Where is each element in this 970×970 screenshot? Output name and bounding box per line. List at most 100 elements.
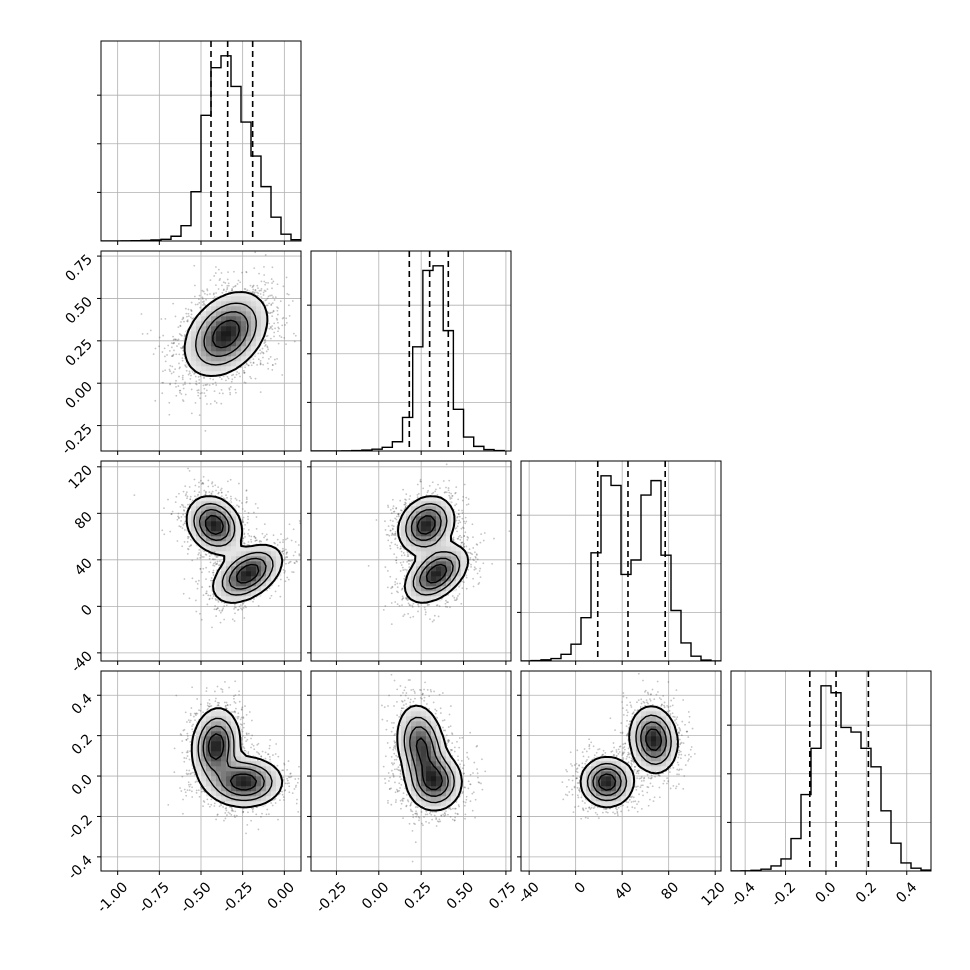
contour-line [183, 290, 269, 377]
density-cell [216, 551, 222, 557]
sample-point [211, 481, 214, 484]
sample-point [197, 376, 200, 378]
sample-point [461, 580, 464, 583]
density-cell [221, 596, 227, 602]
sample-point [263, 536, 265, 539]
sample-point [206, 288, 209, 291]
sample-point [184, 494, 187, 497]
sample-point [250, 535, 253, 538]
sample-point [276, 321, 279, 324]
sample-point [396, 521, 399, 524]
sample-point [190, 310, 193, 312]
sample-point [282, 541, 284, 544]
sample-point [264, 299, 267, 302]
sample-point [133, 494, 136, 497]
sample-point [253, 535, 256, 538]
sample-point [232, 373, 235, 376]
sample-point [215, 556, 218, 558]
sample-point [264, 254, 267, 256]
density-cell [206, 306, 212, 312]
sample-point [186, 495, 189, 498]
sample-point [419, 480, 422, 483]
density-cell [271, 571, 277, 577]
sample-point [247, 515, 249, 518]
sample-point [242, 537, 244, 540]
sample-point [272, 309, 275, 312]
sample-point [195, 610, 198, 613]
sample-point [174, 338, 177, 341]
sample-point [183, 509, 185, 511]
sample-point [285, 562, 287, 565]
sample-point [407, 553, 409, 556]
sample-point [464, 516, 467, 519]
sample-point [437, 615, 440, 618]
sample-point [266, 297, 269, 300]
sample-point [172, 302, 175, 305]
sample-point [452, 539, 455, 542]
sample-point [178, 492, 180, 495]
sample-point [280, 336, 283, 339]
density-cell [211, 506, 217, 512]
sample-point [241, 521, 244, 524]
sample-point [265, 533, 268, 536]
density-cell [206, 496, 212, 502]
sample-point [392, 534, 395, 536]
sample-point [266, 589, 268, 592]
density-cell [221, 566, 227, 572]
sample-point [461, 509, 463, 512]
sample-point [274, 296, 277, 299]
sample-point [205, 590, 208, 593]
sample-point [223, 288, 225, 291]
sample-point [212, 297, 215, 300]
density-cell [186, 516, 192, 522]
density-cell [186, 341, 192, 347]
sample-point [267, 295, 270, 298]
density-cell [206, 336, 212, 342]
sample-point [288, 561, 291, 564]
sample-point [204, 491, 207, 494]
sample-point [397, 513, 400, 515]
density-cell [201, 506, 207, 512]
sample-point [249, 284, 252, 287]
sample-point [204, 493, 207, 496]
density-cell [206, 531, 212, 537]
sample-point [201, 301, 204, 303]
sample-point [175, 379, 177, 382]
sample-point [394, 543, 397, 546]
sample-point [209, 561, 212, 564]
sample-point [176, 518, 179, 521]
sample-point [220, 244, 222, 246]
sample-point [179, 346, 182, 349]
sample-point [220, 378, 223, 381]
sample-point [179, 389, 182, 392]
sample-point [246, 521, 249, 524]
sample-point [271, 328, 274, 331]
sample-point [389, 547, 392, 550]
sample-point [259, 539, 261, 542]
sample-point [241, 271, 243, 274]
sample-point [179, 325, 182, 327]
sample-point [253, 292, 255, 295]
sample-point [395, 559, 398, 562]
density-cell [196, 346, 202, 352]
density-cell [271, 556, 277, 562]
sample-point [238, 506, 240, 508]
density-cell [201, 316, 207, 322]
sample-point [459, 521, 462, 524]
sample-point [221, 608, 224, 611]
sample-point [199, 567, 202, 570]
sample-point [202, 482, 204, 485]
density-cell [261, 556, 267, 562]
density-cell [201, 371, 207, 377]
sample-point [206, 293, 209, 296]
sample-point [186, 319, 189, 322]
sample-point [197, 579, 200, 582]
density-cell [221, 521, 227, 527]
sample-point [177, 338, 180, 341]
sample-point [234, 284, 237, 287]
sample-point [209, 377, 212, 380]
sample-point [277, 584, 280, 587]
sample-point [395, 507, 398, 510]
sample-point [391, 533, 394, 535]
